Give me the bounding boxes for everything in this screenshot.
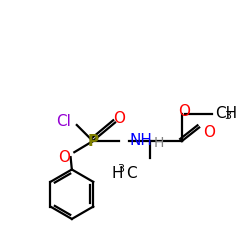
Text: H: H	[154, 136, 164, 150]
Text: O: O	[113, 111, 125, 126]
Text: 3: 3	[117, 164, 124, 174]
Text: NH: NH	[129, 133, 152, 148]
Text: P: P	[87, 134, 99, 148]
Text: CH: CH	[215, 106, 237, 122]
Text: C: C	[126, 166, 137, 181]
Text: H: H	[111, 166, 122, 181]
Text: O: O	[203, 125, 215, 140]
Text: O: O	[58, 150, 70, 165]
Text: 3: 3	[225, 111, 232, 121]
Text: O: O	[178, 104, 190, 119]
Text: Cl: Cl	[56, 114, 71, 129]
